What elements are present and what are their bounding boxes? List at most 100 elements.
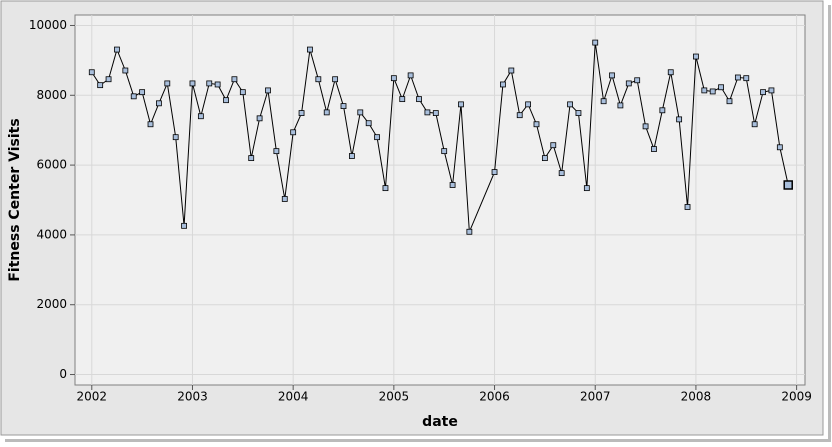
data-point xyxy=(592,39,599,46)
y-tick-label: 10000 xyxy=(29,18,67,32)
data-point xyxy=(416,96,422,103)
x-tick-label: 2008 xyxy=(681,390,712,404)
data-point xyxy=(156,100,162,107)
data-point xyxy=(441,148,448,155)
data-point xyxy=(676,116,683,123)
data-point xyxy=(374,134,380,141)
x-tick-label: 2006 xyxy=(479,390,510,404)
data-point xyxy=(256,115,263,122)
x-tick-label: 2004 xyxy=(278,390,309,404)
data-point xyxy=(424,109,431,116)
data-point xyxy=(399,96,406,103)
data-point xyxy=(709,88,716,95)
data-point xyxy=(290,129,297,136)
data-point xyxy=(500,81,506,88)
data-point xyxy=(105,76,112,83)
data-point xyxy=(265,87,271,94)
y-tick-label: 8000 xyxy=(36,88,67,102)
shadow xyxy=(5,439,831,442)
data-point xyxy=(634,77,641,84)
data-point xyxy=(114,46,120,53)
data-point xyxy=(248,155,255,162)
data-point xyxy=(348,153,355,159)
data-point xyxy=(541,155,548,162)
data-point xyxy=(449,182,456,188)
data-point xyxy=(382,185,389,192)
data-point xyxy=(147,121,154,128)
x-tick-label: 2002 xyxy=(77,390,108,404)
data-point xyxy=(307,46,313,53)
data-point xyxy=(684,204,691,210)
data-point xyxy=(550,142,557,149)
data-point xyxy=(776,144,783,151)
x-tick-label: 2005 xyxy=(379,390,410,404)
data-point xyxy=(693,53,699,60)
data-point xyxy=(718,84,724,91)
data-point xyxy=(734,74,741,81)
y-tick-label: 4000 xyxy=(36,227,67,241)
data-point xyxy=(558,170,565,177)
data-point xyxy=(625,80,632,87)
data-point xyxy=(751,121,758,128)
data-point xyxy=(659,107,666,114)
x-tick-label: 2009 xyxy=(781,390,812,404)
data-point xyxy=(743,75,750,82)
x-axis-title: date xyxy=(422,414,458,430)
data-point xyxy=(164,80,171,87)
data-point xyxy=(575,110,582,116)
data-point xyxy=(332,76,339,83)
data-point xyxy=(516,112,523,119)
data-point xyxy=(365,120,372,127)
data-point xyxy=(172,134,179,141)
data-point xyxy=(88,69,95,76)
y-tick-label: 2000 xyxy=(36,297,67,311)
data-point xyxy=(281,196,288,202)
data-point xyxy=(651,146,657,152)
data-point xyxy=(357,109,364,116)
data-point xyxy=(97,82,104,89)
data-point xyxy=(432,110,439,116)
data-point xyxy=(760,89,766,96)
data-point xyxy=(533,121,540,128)
data-point xyxy=(458,101,464,108)
y-tick-label: 0 xyxy=(59,367,67,381)
data-point xyxy=(726,98,733,105)
data-point xyxy=(390,75,397,82)
data-point xyxy=(701,87,708,94)
data-point xyxy=(340,103,347,110)
data-point xyxy=(189,80,196,87)
data-point xyxy=(273,148,280,155)
plot-area xyxy=(74,14,806,386)
data-point xyxy=(239,89,246,96)
data-line xyxy=(91,42,789,232)
y-axis-title: Fitness Center Visits xyxy=(7,118,23,281)
data-point xyxy=(508,67,515,74)
data-point xyxy=(323,109,330,116)
data-point xyxy=(600,98,607,105)
data-point xyxy=(298,110,305,116)
data-point xyxy=(197,113,204,120)
x-tick-label: 2003 xyxy=(177,390,208,404)
data-point xyxy=(407,72,414,79)
data-point xyxy=(491,169,498,175)
data-point xyxy=(642,123,649,130)
data-point xyxy=(181,222,187,229)
data-point xyxy=(315,76,322,83)
shadow xyxy=(828,5,831,441)
data-point xyxy=(667,69,674,76)
data-point xyxy=(617,102,624,109)
data-point xyxy=(525,101,532,108)
data-point xyxy=(122,67,129,74)
data-point xyxy=(768,87,775,94)
data-point xyxy=(609,72,615,79)
y-tick-label: 6000 xyxy=(36,158,67,172)
data-point xyxy=(223,97,229,104)
data-point xyxy=(130,93,137,100)
data-point xyxy=(783,180,793,190)
x-tick-label: 2007 xyxy=(580,390,611,404)
data-point xyxy=(567,101,573,108)
data-point xyxy=(206,80,213,87)
data-point xyxy=(214,81,221,88)
